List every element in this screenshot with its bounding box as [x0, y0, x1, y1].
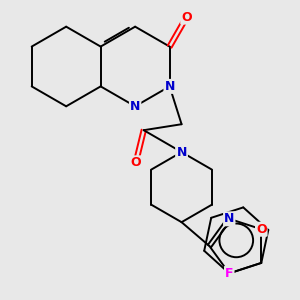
Text: N: N: [224, 212, 234, 225]
Text: F: F: [225, 267, 233, 280]
Text: O: O: [130, 156, 141, 169]
Text: N: N: [176, 146, 187, 159]
Text: N: N: [164, 80, 175, 93]
Text: N: N: [176, 146, 187, 159]
Text: O: O: [181, 11, 192, 24]
Text: O: O: [256, 223, 267, 236]
Text: N: N: [130, 100, 140, 113]
